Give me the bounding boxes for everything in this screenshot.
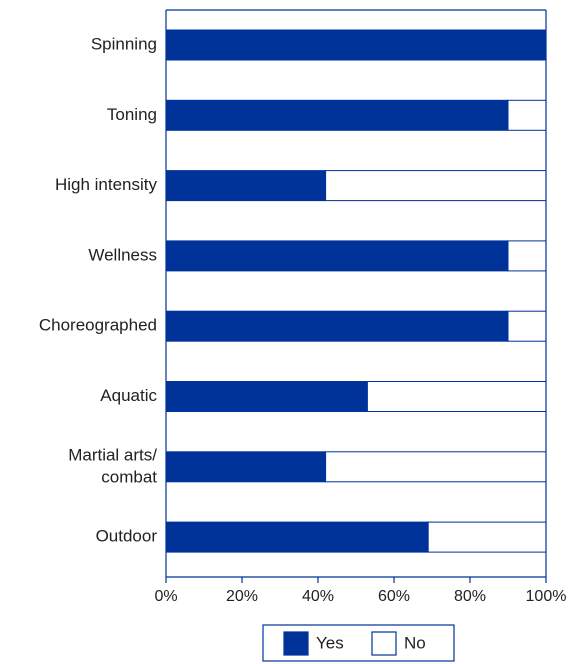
legend-label-yes: Yes: [316, 633, 344, 652]
plot-frame: [165, 9, 547, 577]
category-label: Martial arts/: [68, 445, 157, 464]
category-label: Outdoor: [96, 527, 158, 546]
x-tick-label: 80%: [454, 588, 486, 605]
legend: Yes No: [262, 624, 455, 662]
category-label: Aquatic: [100, 386, 157, 405]
x-tick-label: 40%: [302, 588, 334, 605]
category-label: Wellness: [88, 245, 157, 264]
bar-yes-4: [165, 310, 509, 342]
bar-no-7: [427, 521, 547, 553]
category-label: Spinning: [91, 34, 157, 53]
bar-no-3: [507, 240, 547, 272]
x-axis: 0% 20% 40% 60% 80% 100%: [154, 576, 567, 605]
x-tick-label: 60%: [378, 588, 410, 605]
bar-no-2: [325, 170, 547, 202]
x-tick-label: 100%: [526, 588, 567, 605]
bar-yes-5: [165, 381, 368, 412]
legend-box: [262, 624, 455, 662]
x-tick-label: 0%: [154, 588, 177, 605]
legend-label-no: No: [404, 633, 426, 652]
legend-swatch-yes: [283, 631, 309, 656]
category-label: High intensity: [55, 175, 158, 194]
x-tick-label: 20%: [226, 588, 258, 605]
bar-no-6: [325, 451, 547, 483]
bar-yes-0: [165, 29, 547, 61]
bar-yes-1: [165, 99, 509, 131]
bar-yes-6: [165, 451, 327, 483]
legend-swatch-no: [371, 631, 397, 656]
bar-yes-7: [165, 521, 429, 553]
bar-yes-3: [165, 240, 509, 272]
bar-yes-2: [165, 170, 327, 202]
category-labels: Spinning Toning High intensity Wellness Chor…: [39, 34, 158, 545]
category-label: Toning: [107, 105, 157, 124]
category-label: Choreographed: [39, 316, 157, 335]
bar-no-5: [366, 381, 547, 412]
bar-no-1: [507, 99, 547, 131]
bar-no-4: [507, 310, 547, 342]
category-label: combat: [101, 467, 157, 486]
bars-group: [165, 29, 547, 553]
